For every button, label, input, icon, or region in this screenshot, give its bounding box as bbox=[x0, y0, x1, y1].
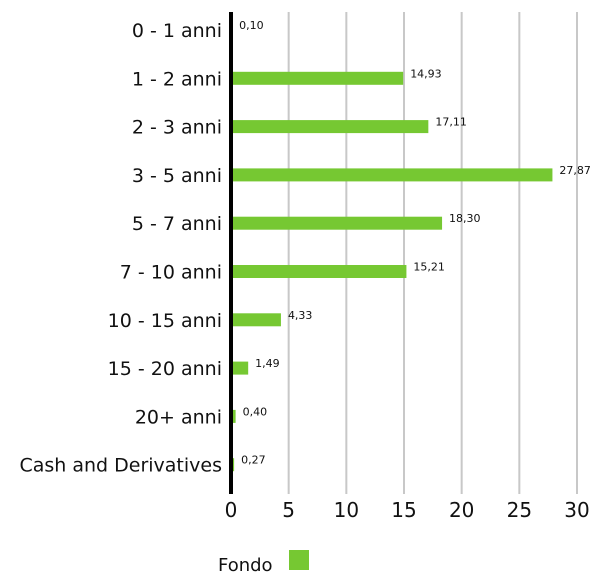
x-tick-label: 10 bbox=[334, 498, 359, 522]
x-tick-label: 30 bbox=[564, 498, 589, 522]
category-label: 3 - 5 anni bbox=[132, 165, 222, 187]
grid-lines bbox=[287, 12, 578, 494]
labels: 0 5 10 15 20 25 30 0 - 1 anni 0,10 1 - 2 anni 14,9… bbox=[19, 19, 590, 522]
category-label: 2 - 3 anni bbox=[132, 117, 222, 139]
bar bbox=[231, 265, 407, 278]
data-label: 4,33 bbox=[288, 309, 313, 322]
data-label: 0,40 bbox=[243, 405, 268, 418]
data-label: 27,87 bbox=[559, 164, 591, 177]
x-tick-label: 0 bbox=[225, 498, 238, 522]
data-label: 18,30 bbox=[449, 212, 481, 225]
data-label: 0,27 bbox=[241, 454, 266, 467]
legend-swatch bbox=[289, 550, 309, 570]
bar bbox=[231, 313, 281, 327]
bar bbox=[231, 216, 443, 230]
category-label: 5 - 7 anni bbox=[132, 213, 222, 235]
bar bbox=[231, 71, 404, 85]
x-tick-label: 25 bbox=[507, 498, 532, 522]
category-label: 1 - 2 anni bbox=[132, 68, 222, 90]
bar bbox=[231, 361, 249, 375]
bar bbox=[231, 409, 236, 423]
bar bbox=[231, 168, 553, 182]
data-label: 17,11 bbox=[435, 116, 467, 129]
category-label: Cash and Derivatives bbox=[19, 455, 222, 477]
x-tick-label: 5 bbox=[282, 498, 295, 522]
x-tick-label: 15 bbox=[391, 498, 416, 522]
legend: Fondo bbox=[218, 550, 309, 572]
category-label: 0 - 1 anni bbox=[132, 20, 222, 42]
data-label: 1,49 bbox=[255, 357, 280, 370]
bar bbox=[231, 120, 429, 134]
category-label: 10 - 15 anni bbox=[108, 310, 222, 332]
bars bbox=[231, 23, 553, 472]
category-label: 15 - 20 anni bbox=[108, 358, 222, 380]
legend-label: Fondo bbox=[218, 555, 273, 572]
data-label: 15,21 bbox=[413, 261, 445, 274]
x-tick-label: 20 bbox=[449, 498, 474, 522]
data-label: 0,10 bbox=[239, 19, 263, 32]
category-label: 20+ anni bbox=[135, 406, 222, 428]
data-label: 14,93 bbox=[410, 67, 442, 80]
category-label: 7 - 10 anni bbox=[120, 262, 222, 284]
